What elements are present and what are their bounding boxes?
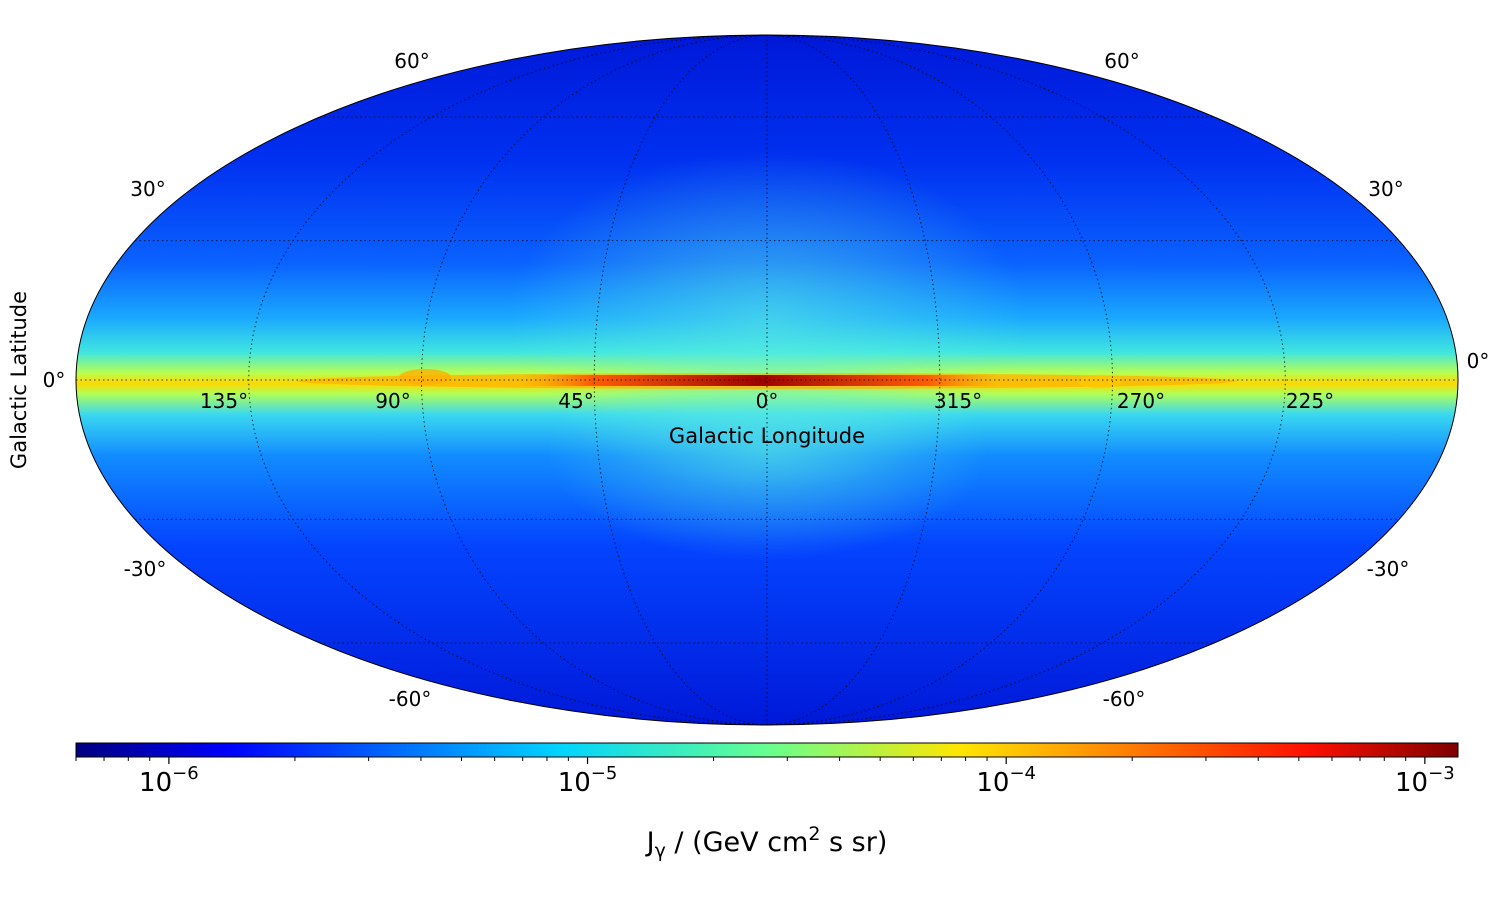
colorbar-title-symbol: J xyxy=(645,827,655,858)
map-outline xyxy=(75,34,1459,726)
longitude-labels: 135° 90° 45° 0° 315° 270° 225° xyxy=(200,389,1334,413)
lat-label-30-left: 30° xyxy=(130,177,165,201)
colorbar-title: Jγ / (GeV cm2 s sr) xyxy=(645,823,888,862)
colorbar-gradient xyxy=(75,742,1459,758)
x-axis-label: Galactic Longitude xyxy=(669,424,865,448)
lon-label-45: 45° xyxy=(558,389,593,413)
colorbar-tick-base: 10 xyxy=(976,768,1009,798)
sky-map xyxy=(76,35,1458,725)
colorbar-tick-label: 10−6 xyxy=(139,763,199,798)
lat-label-m30-right: -30° xyxy=(1367,557,1410,581)
colorbar: 10−6 10−5 10−4 10−3 Jγ / (GeV cm2 s sr) xyxy=(75,742,1459,862)
lat-label-m30-left: -30° xyxy=(124,557,167,581)
lon-label-90: 90° xyxy=(375,389,410,413)
colorbar-tick-label: 10−3 xyxy=(1395,763,1455,798)
colorbar-tick-labels: 10−6 10−5 10−4 10−3 xyxy=(139,763,1455,798)
lon-label-225: 225° xyxy=(1286,389,1334,413)
meridian-45 xyxy=(593,35,768,725)
lat-label-60-left: 60° xyxy=(394,49,429,73)
lon-label-270: 270° xyxy=(1117,389,1165,413)
meridian-135 xyxy=(248,35,768,725)
graticule xyxy=(76,35,1458,725)
colorbar-tick-base: 10 xyxy=(1395,768,1428,798)
lat-label-0-right: 0° xyxy=(1467,349,1490,373)
colorbar-tick-base: 10 xyxy=(139,768,172,798)
lat-label-0-left: 0° xyxy=(43,368,66,392)
y-axis-label: Galactic Latitude xyxy=(7,291,31,469)
meridian--135 xyxy=(766,35,1286,725)
lat-label-60-right: 60° xyxy=(1104,49,1139,73)
colorbar-tick-exponent: −4 xyxy=(1009,763,1036,784)
latitude-labels: 60° 60° 30° 30° 0° 0° -30° -30° -60° -60… xyxy=(43,49,1490,711)
colorbar-tick-exponent: −3 xyxy=(1428,763,1455,784)
colorbar-major-ticks xyxy=(168,757,1426,764)
lat-label-30-right: 30° xyxy=(1368,177,1403,201)
colorbar-minor-ticks xyxy=(75,757,1407,761)
colorbar-tick-base: 10 xyxy=(558,768,591,798)
lat-label-m60-right: -60° xyxy=(1103,687,1146,711)
colorbar-tick-exponent: −5 xyxy=(591,763,618,784)
region-cygnus xyxy=(399,369,451,385)
colorbar-tick-exponent: −6 xyxy=(172,763,199,784)
colorbar-title-units-end: s sr) xyxy=(820,827,887,858)
colorbar-tick-label: 10−5 xyxy=(558,763,618,798)
lat-label-m60-left: -60° xyxy=(389,687,432,711)
lon-label-135: 135° xyxy=(200,389,248,413)
colorbar-tick-label: 10−4 xyxy=(976,763,1036,798)
region-vela xyxy=(1078,376,1122,388)
colorbar-title-subscript: γ xyxy=(655,840,666,862)
meridian-90 xyxy=(420,35,768,725)
colorbar-title-superscript: 2 xyxy=(808,823,820,845)
lon-label-315: 315° xyxy=(934,389,982,413)
lon-label-0: 0° xyxy=(756,389,779,413)
colorbar-title-units: / (GeV cm xyxy=(666,827,809,858)
